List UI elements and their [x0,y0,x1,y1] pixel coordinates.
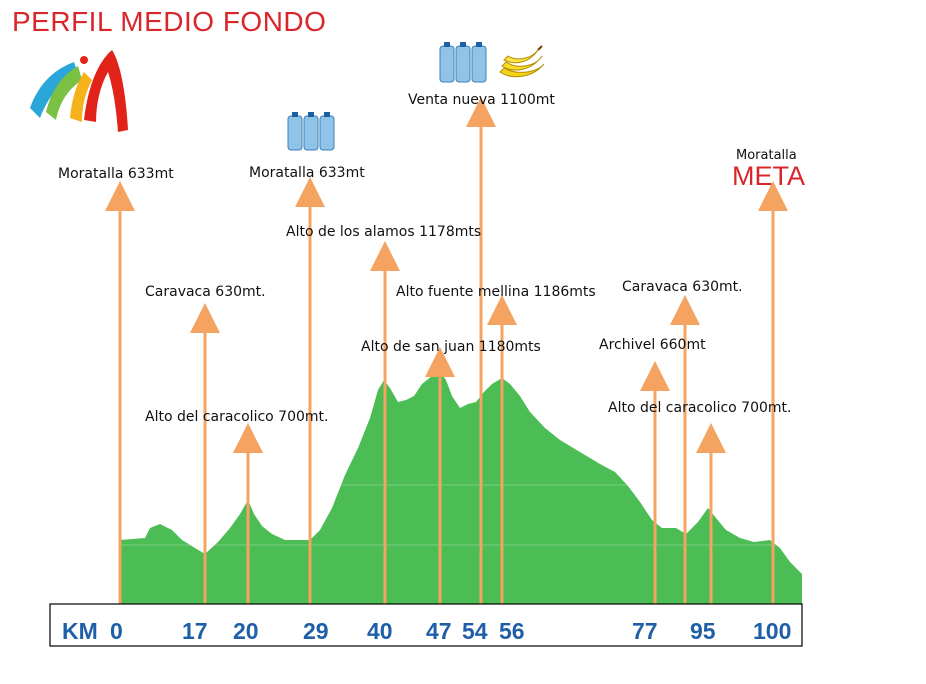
point-label-11: Alto del caracolico 700mt. [608,400,791,416]
finish-place: Moratalla [736,148,797,163]
km-label-56: 56 [499,618,525,644]
km-labels: 0 17 20 29 40 47 54 56 77 95 100 [110,618,791,644]
km-label-77: 77 [632,618,658,644]
water-bottles-icon [439,42,487,83]
point-label-1: Caravaca 630mt. [145,284,266,300]
km-prefix: KM [62,618,98,644]
finish-word: META [732,161,805,191]
km-axis-box [49,603,803,647]
page-title: PERFIL MEDIO FONDO [12,6,327,37]
km-label-100: 100 [753,618,791,644]
point-label-0: Moratalla 633mt [58,166,174,182]
km-label-95: 95 [690,618,716,644]
km-label-40: 40 [367,618,393,644]
terrain-profile [120,372,802,604]
water-bottles-icon [287,112,335,151]
km-label-0: 0 [110,618,123,644]
point-label-2: Alto del caracolico 700mt. [145,409,328,425]
km-label-17: 17 [182,618,208,644]
point-label-7: Venta nueva 1100mt [408,92,555,108]
point-label-10: Caravaca 630mt. [622,279,743,295]
point-label-3: Moratalla 633mt [249,165,365,181]
point-label-9: Archivel 660mt [599,337,706,353]
arrows [105,97,788,604]
point-label-4: Alto de los alamos 1178mts [286,224,481,240]
km-label-47: 47 [426,618,452,644]
point-label-6: Alto de san juan 1180mts [361,339,541,355]
logo-icon [30,50,128,132]
point-labels: Moratalla 633mt Caravaca 630mt. Alto del c… [58,92,791,425]
km-label-54: 54 [462,618,488,644]
banana-icon [499,45,545,78]
point-label-5: Alto fuente mellina 1186mts [396,284,596,300]
km-label-20: 20 [233,618,259,644]
km-label-29: 29 [303,618,329,644]
